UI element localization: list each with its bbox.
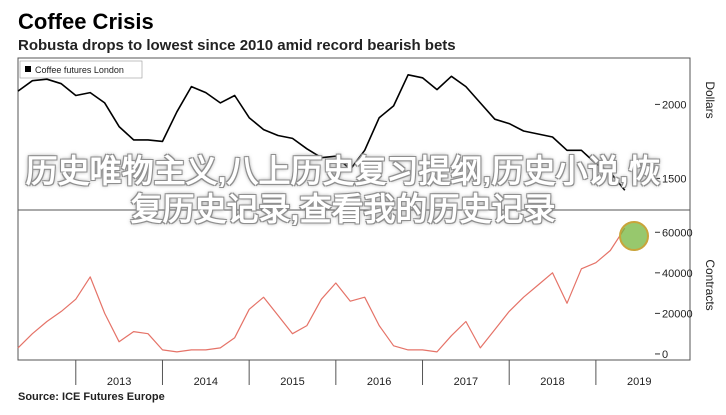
x-tick-label: 2019: [627, 376, 651, 388]
price-series-line: [17, 74, 626, 191]
y-tick-label: 0: [662, 349, 668, 361]
x-tick-label: 2018: [540, 376, 564, 388]
legend-box: [19, 60, 143, 79]
bottom-panel-frame: [17, 209, 691, 361]
y-tick-label: 1500: [662, 173, 686, 185]
y-tick-label: 2000: [662, 99, 686, 111]
x-tick-label: 2016: [367, 376, 391, 388]
x-tick-label: 2015: [280, 376, 304, 388]
y-tick-label: 20000: [662, 308, 693, 320]
x-tick-label: 2013: [107, 376, 131, 388]
contracts-series-line: [17, 227, 626, 353]
chart-subtitle: Robusta drops to lowest since 2010 amid …: [18, 37, 456, 54]
legend-swatch: [25, 66, 31, 72]
x-tick-label: 2014: [194, 376, 218, 388]
latest-point-highlight: [619, 221, 649, 251]
y-tick-label: 40000: [662, 268, 693, 280]
legend-label: Coffee futures London: [35, 65, 124, 75]
chart-source: Source: ICE Futures Europe: [18, 391, 165, 403]
x-tick-label: 2017: [454, 376, 478, 388]
y-tick-label: 60000: [662, 227, 693, 239]
chart-title: Coffee Crisis: [18, 9, 154, 34]
top-y-axis-label: Dollars: [703, 81, 717, 118]
bottom-y-axis-label: Contracts: [703, 259, 717, 310]
top-panel-frame: [17, 57, 691, 211]
